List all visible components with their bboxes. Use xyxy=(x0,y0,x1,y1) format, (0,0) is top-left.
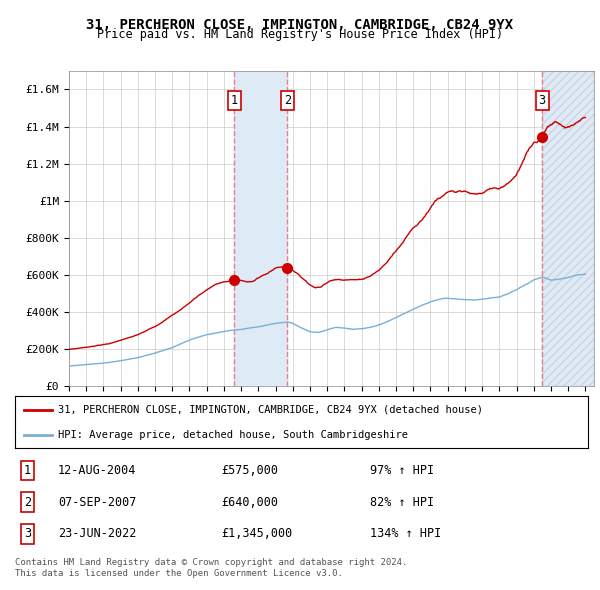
Text: £1,345,000: £1,345,000 xyxy=(221,527,293,540)
Bar xyxy=(542,71,594,386)
Text: 2: 2 xyxy=(24,496,31,509)
Text: HPI: Average price, detached house, South Cambridgeshire: HPI: Average price, detached house, Sout… xyxy=(58,430,408,440)
Text: £575,000: £575,000 xyxy=(221,464,278,477)
Text: £640,000: £640,000 xyxy=(221,496,278,509)
Text: 134% ↑ HPI: 134% ↑ HPI xyxy=(370,527,442,540)
Text: 1: 1 xyxy=(230,94,238,107)
Text: This data is licensed under the Open Government Licence v3.0.: This data is licensed under the Open Gov… xyxy=(15,569,343,578)
Text: 23-JUN-2022: 23-JUN-2022 xyxy=(58,527,136,540)
Bar xyxy=(542,71,594,386)
Text: 31, PERCHERON CLOSE, IMPINGTON, CAMBRIDGE, CB24 9YX (detached house): 31, PERCHERON CLOSE, IMPINGTON, CAMBRIDG… xyxy=(58,405,483,415)
Text: 97% ↑ HPI: 97% ↑ HPI xyxy=(370,464,434,477)
Text: 1: 1 xyxy=(24,464,31,477)
Bar xyxy=(234,71,287,386)
Text: 3: 3 xyxy=(24,527,31,540)
Text: 07-SEP-2007: 07-SEP-2007 xyxy=(58,496,136,509)
Text: 2: 2 xyxy=(284,94,291,107)
Text: Price paid vs. HM Land Registry's House Price Index (HPI): Price paid vs. HM Land Registry's House … xyxy=(97,28,503,41)
Text: 12-AUG-2004: 12-AUG-2004 xyxy=(58,464,136,477)
Text: 3: 3 xyxy=(538,94,545,107)
Text: Contains HM Land Registry data © Crown copyright and database right 2024.: Contains HM Land Registry data © Crown c… xyxy=(15,558,407,566)
Text: 82% ↑ HPI: 82% ↑ HPI xyxy=(370,496,434,509)
Text: 31, PERCHERON CLOSE, IMPINGTON, CAMBRIDGE, CB24 9YX: 31, PERCHERON CLOSE, IMPINGTON, CAMBRIDG… xyxy=(86,18,514,32)
